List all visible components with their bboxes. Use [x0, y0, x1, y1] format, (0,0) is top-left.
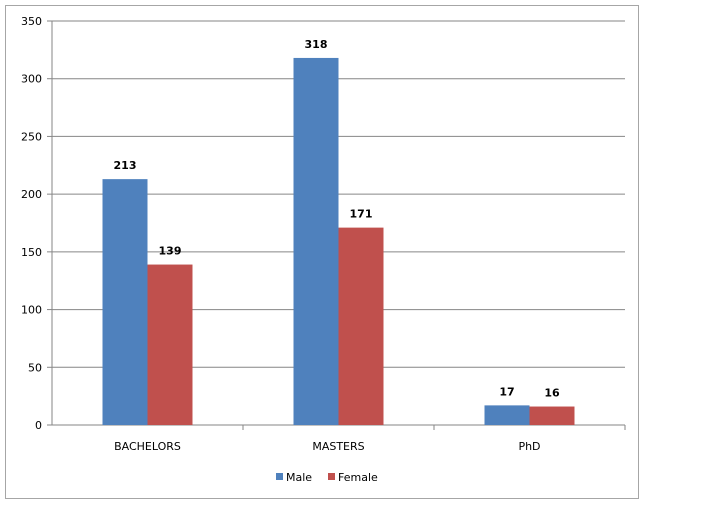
data-label: 213 [114, 159, 137, 172]
data-label: 139 [159, 245, 182, 258]
legend-label-male: Male [286, 471, 312, 484]
y-tick-label: 0 [35, 419, 42, 432]
bar-female [338, 227, 384, 425]
x-tick-label: MASTERS [312, 440, 364, 453]
bar-male [484, 405, 530, 425]
data-label: 318 [305, 38, 328, 51]
y-tick-label: 150 [21, 246, 42, 259]
bar-female [529, 406, 575, 425]
y-tick-label: 300 [21, 73, 42, 86]
x-tick-label: PhD [518, 440, 540, 453]
x-tick-label: BACHELORS [114, 440, 181, 453]
data-label: 17 [499, 385, 514, 398]
y-tick-label: 50 [28, 361, 42, 374]
bar-male [102, 179, 148, 425]
y-tick-label: 350 [21, 15, 42, 28]
data-label: 16 [544, 387, 560, 400]
legend-label-female: Female [338, 471, 378, 484]
y-tick-label: 200 [21, 188, 42, 201]
data-label: 171 [350, 208, 373, 221]
y-tick-label: 100 [21, 304, 42, 317]
y-tick-label: 250 [21, 130, 42, 143]
bar-female [147, 264, 193, 425]
legend-swatch-female [328, 473, 335, 480]
bar-male [293, 57, 339, 426]
legend-swatch-male [276, 473, 283, 480]
